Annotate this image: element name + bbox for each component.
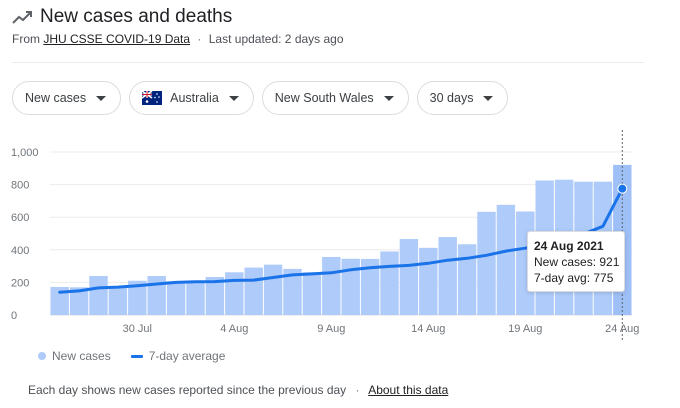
bar[interactable] xyxy=(89,276,108,315)
metric-dropdown[interactable]: New cases xyxy=(12,81,122,115)
about-data-link[interactable]: About this data xyxy=(368,383,449,397)
legend-label-new-cases: New cases xyxy=(52,349,111,363)
chart-legend: New cases 7-day average xyxy=(38,349,225,363)
bar[interactable] xyxy=(108,286,128,315)
tooltip-date: 24 Aug 2021 xyxy=(534,239,604,253)
header-divider xyxy=(12,62,644,63)
x-tick-label: 19 Aug xyxy=(508,323,542,335)
country-dropdown-label: Australia xyxy=(170,91,219,105)
line-legend-swatch xyxy=(130,354,143,358)
legend-label-average: 7-day average xyxy=(148,349,226,363)
bar[interactable] xyxy=(50,286,69,315)
bar[interactable] xyxy=(477,211,496,315)
bar[interactable] xyxy=(283,268,302,315)
region-dropdown-label: New South Wales xyxy=(274,91,374,105)
bar[interactable] xyxy=(322,256,341,315)
country-dropdown[interactable]: Australia xyxy=(129,81,254,115)
hover-point xyxy=(617,183,628,194)
y-tick-label: 0 xyxy=(11,310,17,322)
bar[interactable] xyxy=(496,204,516,315)
bar[interactable] xyxy=(147,276,166,315)
caret-down-icon xyxy=(483,95,494,101)
australia-flag-icon xyxy=(142,91,163,105)
x-tick-label: 24 Aug xyxy=(605,323,639,335)
bar[interactable] xyxy=(225,272,244,315)
bar-legend-swatch xyxy=(38,352,46,360)
filter-bar: New cases Australia New South Wales 30 d… xyxy=(12,81,509,115)
metric-dropdown-label: New cases xyxy=(25,91,87,105)
y-tick-label: 1,000 xyxy=(11,147,39,159)
bar[interactable] xyxy=(399,239,419,315)
region-dropdown[interactable]: New South Wales xyxy=(261,81,409,115)
trending-up-icon xyxy=(12,11,32,24)
bar[interactable] xyxy=(186,282,205,315)
chart-header: New cases and deaths From JHU CSSE COVID… xyxy=(12,6,652,46)
tooltip-average: 7-day avg: 775 xyxy=(534,271,614,285)
y-tick-label: 600 xyxy=(11,212,29,224)
period-dropdown[interactable]: 30 days xyxy=(416,81,509,115)
caret-down-icon xyxy=(96,95,107,101)
footer-note: Each day shows new cases reported since … xyxy=(28,383,347,397)
period-dropdown-label: 30 days xyxy=(429,91,474,105)
separator-dot: · xyxy=(355,383,360,397)
x-tick-label: 9 Aug xyxy=(317,323,345,335)
chart-footer: Each day shows new cases reported since … xyxy=(28,383,448,397)
y-tick-label: 400 xyxy=(11,245,29,257)
x-tick-label: 4 Aug xyxy=(220,323,248,335)
x-tick-label: 30 Jul xyxy=(123,323,152,335)
source-link[interactable]: JHU CSSE COVID-19 Data xyxy=(43,32,191,46)
bar[interactable] xyxy=(438,237,457,315)
y-tick-label: 200 xyxy=(11,277,29,289)
tooltip-new-cases: New cases: 921 xyxy=(534,255,620,269)
separator-dot: · xyxy=(197,32,202,46)
caret-down-icon xyxy=(228,95,239,101)
bar[interactable] xyxy=(69,287,89,315)
bar[interactable] xyxy=(205,277,225,315)
bar[interactable] xyxy=(128,280,147,315)
source-prefix: From xyxy=(12,32,40,46)
bar[interactable] xyxy=(360,258,380,315)
caret-down-icon xyxy=(383,95,394,101)
bar[interactable] xyxy=(302,272,322,315)
bar[interactable] xyxy=(166,281,186,315)
bar[interactable] xyxy=(457,244,477,315)
chart-tooltip: 24 Aug 2021 New cases: 921 7-day avg: 77… xyxy=(527,231,625,292)
bar[interactable] xyxy=(341,258,360,315)
bar[interactable] xyxy=(263,264,283,315)
chart-title: New cases and deaths xyxy=(40,6,233,27)
y-tick-label: 800 xyxy=(11,180,29,192)
last-updated: Last updated: 2 days ago xyxy=(208,32,344,46)
bar[interactable] xyxy=(244,267,263,315)
data-source-line: From JHU CSSE COVID-19 Data · Last updat… xyxy=(12,32,344,46)
bar[interactable] xyxy=(380,251,399,315)
x-tick-label: 14 Aug xyxy=(411,323,445,335)
bar[interactable] xyxy=(419,247,438,315)
